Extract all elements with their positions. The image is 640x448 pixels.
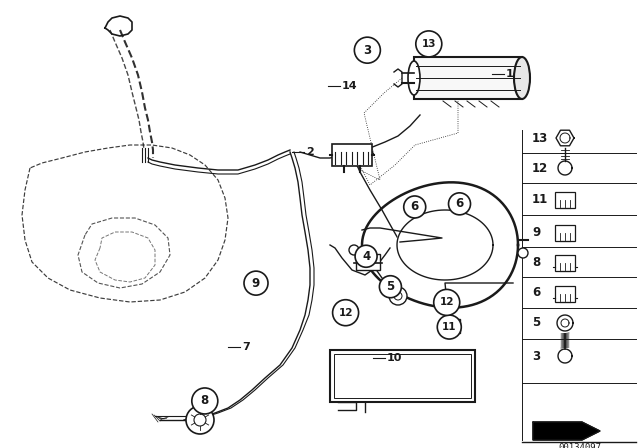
Circle shape (437, 315, 461, 339)
Circle shape (389, 287, 407, 305)
FancyBboxPatch shape (356, 254, 380, 270)
Text: 5: 5 (532, 316, 540, 329)
Text: 12: 12 (440, 297, 454, 307)
Text: 13: 13 (532, 132, 548, 145)
Circle shape (355, 37, 380, 63)
Circle shape (380, 276, 401, 298)
Text: 9: 9 (252, 276, 260, 290)
Text: 2: 2 (306, 147, 314, 157)
FancyBboxPatch shape (414, 57, 522, 99)
Circle shape (394, 292, 402, 300)
Circle shape (434, 289, 460, 315)
Ellipse shape (408, 61, 420, 95)
Text: 8: 8 (201, 394, 209, 408)
FancyBboxPatch shape (334, 354, 471, 398)
Ellipse shape (514, 57, 530, 99)
Text: 14: 14 (342, 81, 357, 91)
FancyBboxPatch shape (555, 255, 575, 271)
Polygon shape (533, 422, 600, 440)
Circle shape (186, 406, 214, 434)
Circle shape (518, 248, 528, 258)
Circle shape (355, 245, 377, 267)
Text: 3: 3 (364, 43, 371, 57)
Text: 5: 5 (387, 280, 394, 293)
FancyBboxPatch shape (332, 144, 372, 166)
Text: 7: 7 (242, 342, 250, 352)
Text: 6: 6 (532, 287, 540, 300)
Text: 4: 4 (362, 250, 370, 263)
FancyBboxPatch shape (330, 350, 475, 402)
Text: 12: 12 (532, 161, 548, 175)
Text: 13: 13 (422, 39, 436, 49)
Polygon shape (105, 16, 132, 36)
Text: 9: 9 (532, 225, 540, 238)
Text: 11: 11 (532, 193, 548, 206)
FancyBboxPatch shape (555, 286, 575, 302)
Text: 00134097: 00134097 (559, 443, 602, 448)
Text: 6: 6 (456, 197, 463, 211)
Circle shape (349, 245, 359, 255)
Circle shape (192, 388, 218, 414)
Circle shape (404, 196, 426, 218)
Circle shape (333, 300, 358, 326)
FancyBboxPatch shape (440, 319, 460, 333)
Text: 1: 1 (506, 69, 513, 79)
Circle shape (416, 31, 442, 57)
FancyBboxPatch shape (555, 192, 575, 208)
Circle shape (194, 414, 206, 426)
FancyBboxPatch shape (555, 225, 575, 241)
Circle shape (244, 271, 268, 295)
Polygon shape (397, 210, 493, 280)
Text: 10: 10 (387, 353, 402, 363)
Text: 12: 12 (339, 308, 353, 318)
Text: 6: 6 (411, 200, 419, 214)
Text: 3: 3 (532, 349, 540, 362)
Polygon shape (362, 182, 518, 308)
Text: 11: 11 (442, 322, 456, 332)
Text: 8: 8 (532, 255, 540, 268)
Circle shape (449, 193, 470, 215)
